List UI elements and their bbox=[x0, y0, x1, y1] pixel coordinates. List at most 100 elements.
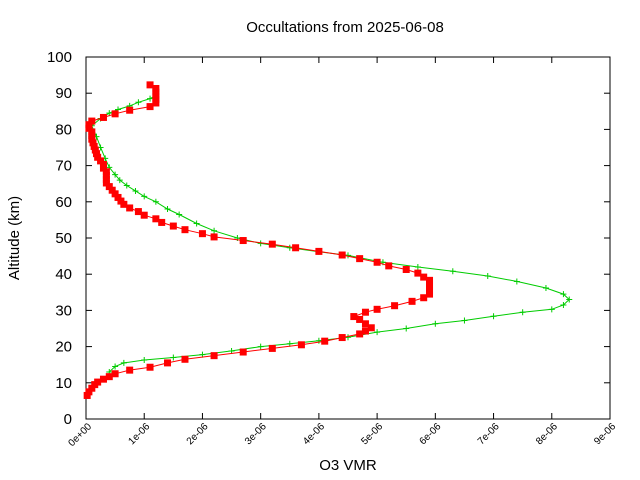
data-point bbox=[111, 110, 119, 118]
data-point bbox=[170, 354, 177, 361]
data-point bbox=[402, 265, 410, 273]
y-axis: 0 10 20 30 40 50 60 70 80 90 100 bbox=[47, 49, 610, 428]
data-point bbox=[134, 208, 142, 216]
data-point bbox=[391, 302, 399, 310]
data-point bbox=[268, 240, 276, 248]
data-point bbox=[99, 375, 107, 383]
data-point bbox=[152, 99, 160, 107]
data-point bbox=[88, 384, 96, 392]
data-point bbox=[106, 110, 113, 117]
data-point bbox=[99, 164, 107, 172]
data-point bbox=[105, 373, 113, 381]
series-1-line bbox=[86, 84, 430, 396]
data-point bbox=[338, 251, 346, 259]
data-point bbox=[112, 363, 119, 370]
data-point bbox=[356, 315, 364, 323]
data-point bbox=[210, 352, 218, 360]
x-tick-label: 9e-06 bbox=[592, 421, 618, 447]
y-tick-label: 0 bbox=[64, 411, 72, 428]
data-point bbox=[102, 179, 110, 187]
data-point bbox=[88, 128, 96, 136]
x-tick-label: 5e-06 bbox=[359, 421, 385, 447]
x-axis-label: O3 VMR bbox=[319, 457, 377, 474]
data-point bbox=[210, 233, 218, 241]
data-point bbox=[181, 355, 189, 363]
data-point bbox=[99, 161, 107, 169]
data-point bbox=[108, 186, 116, 194]
data-point bbox=[99, 113, 107, 121]
x-tick-label: 6e-06 bbox=[418, 421, 444, 447]
data-point bbox=[420, 294, 428, 302]
data-point bbox=[140, 211, 148, 219]
series-0-line bbox=[91, 95, 570, 373]
data-point bbox=[420, 273, 428, 281]
data-point bbox=[361, 308, 369, 316]
data-point bbox=[373, 305, 381, 313]
data-point bbox=[257, 343, 264, 350]
x-tick-label: 2e-06 bbox=[185, 421, 211, 447]
data-point bbox=[92, 150, 100, 158]
y-tick-label: 60 bbox=[55, 194, 72, 211]
data-point bbox=[152, 95, 160, 103]
x-tick-label: 7e-06 bbox=[476, 421, 502, 447]
data-point bbox=[268, 344, 276, 352]
data-point bbox=[560, 301, 567, 308]
data-point bbox=[211, 227, 218, 234]
data-point bbox=[426, 286, 434, 294]
data-point bbox=[105, 183, 113, 191]
y-tick-label: 70 bbox=[55, 158, 72, 175]
data-point bbox=[164, 206, 171, 213]
data-point bbox=[292, 244, 300, 252]
data-point bbox=[120, 359, 127, 366]
data-point bbox=[566, 296, 573, 303]
data-point bbox=[169, 222, 177, 230]
data-point bbox=[286, 340, 293, 347]
data-point bbox=[146, 103, 154, 111]
data-point bbox=[374, 329, 381, 336]
series-1 bbox=[83, 81, 434, 399]
data-point bbox=[461, 317, 468, 324]
data-point bbox=[542, 284, 549, 291]
y-axis-label: Altitude (km) bbox=[6, 196, 23, 280]
data-point bbox=[97, 157, 105, 165]
data-point bbox=[152, 88, 160, 96]
data-point bbox=[102, 171, 110, 179]
data-point bbox=[94, 378, 102, 386]
data-point bbox=[286, 244, 293, 251]
data-point bbox=[490, 313, 497, 320]
series-0 bbox=[88, 92, 573, 375]
data-point bbox=[239, 348, 247, 356]
data-point bbox=[111, 190, 119, 198]
data-point bbox=[315, 337, 322, 344]
data-point bbox=[85, 121, 93, 129]
data-point bbox=[513, 278, 520, 285]
data-point bbox=[94, 153, 102, 161]
data-point bbox=[152, 84, 160, 92]
data-point bbox=[315, 247, 323, 255]
data-point bbox=[297, 341, 305, 349]
x-tick-label: 4e-06 bbox=[301, 421, 327, 447]
data-point bbox=[403, 325, 410, 332]
data-point bbox=[164, 359, 172, 367]
data-point bbox=[484, 273, 491, 280]
data-point bbox=[126, 366, 134, 374]
data-point bbox=[88, 135, 96, 143]
data-point bbox=[111, 370, 119, 378]
data-point bbox=[367, 324, 375, 332]
data-point bbox=[147, 95, 154, 102]
data-point bbox=[91, 146, 99, 154]
data-point bbox=[90, 142, 98, 150]
data-point bbox=[152, 198, 159, 205]
data-point bbox=[181, 226, 189, 234]
data-point bbox=[338, 334, 346, 342]
data-point bbox=[116, 177, 123, 184]
data-point bbox=[198, 230, 206, 238]
series-layer bbox=[83, 81, 573, 399]
data-point bbox=[141, 193, 148, 200]
y-tick-label: 10 bbox=[55, 375, 72, 392]
y-tick-label: 100 bbox=[47, 49, 72, 66]
data-point bbox=[85, 124, 93, 132]
data-point bbox=[426, 290, 434, 298]
data-point bbox=[373, 258, 381, 266]
